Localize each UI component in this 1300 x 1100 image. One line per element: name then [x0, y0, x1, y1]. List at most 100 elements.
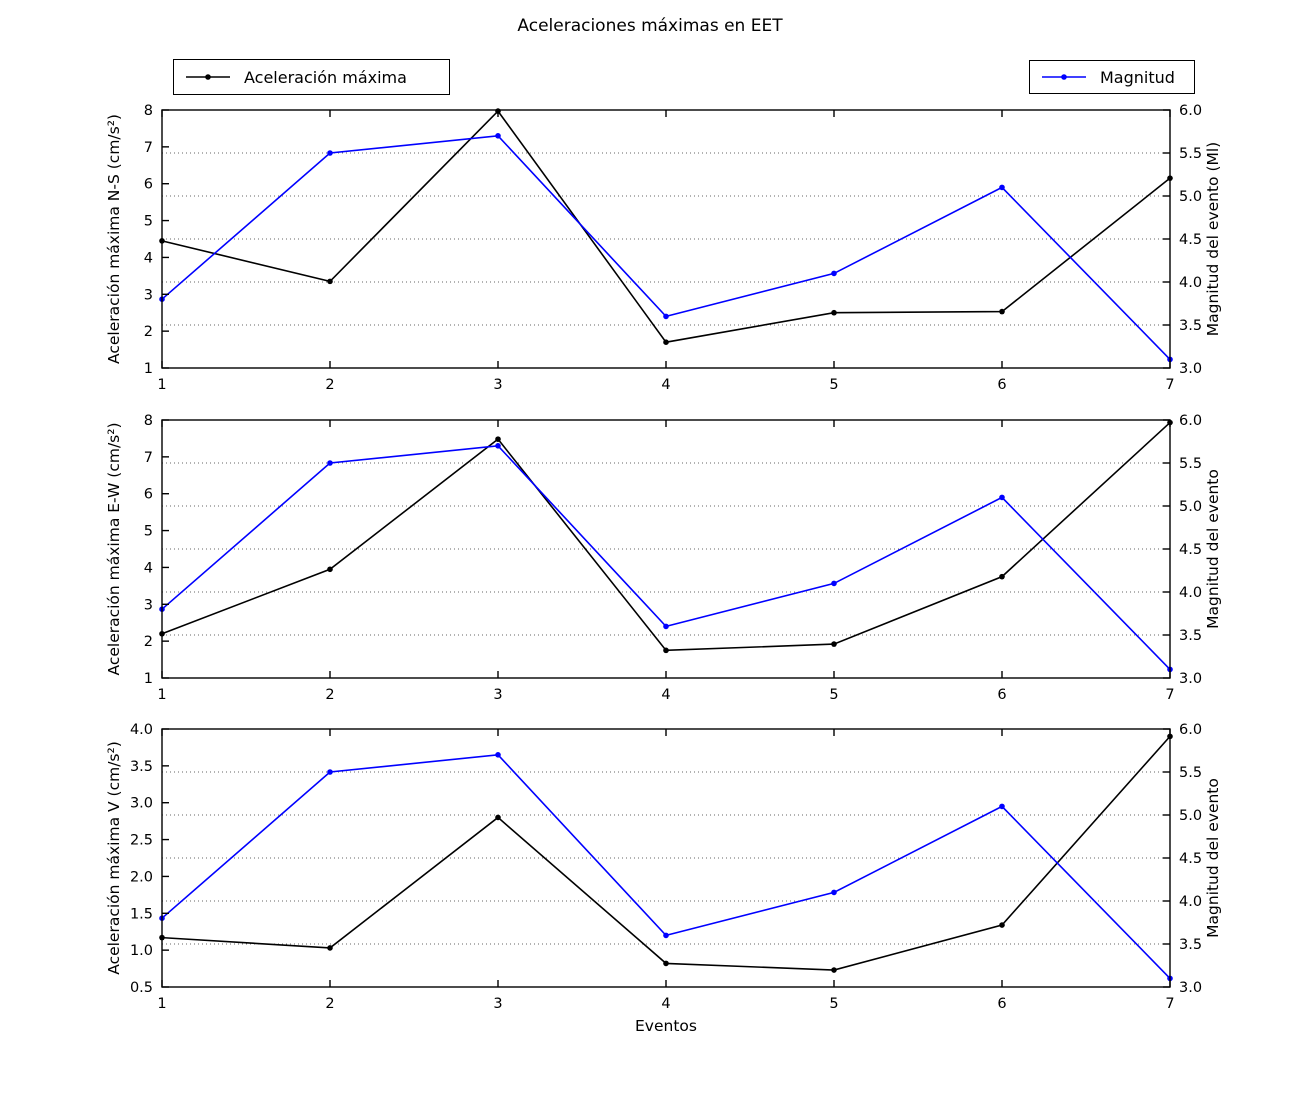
right-tick-label: 6.0 [1179, 413, 1202, 429]
subplot-ew: 1 2 3 4 5 6 7 8 3.0 3.5 4.0 4.5 5.0 5.5 6.0 1 2 3 4 5 6 7 Acel… [105, 413, 1222, 703]
left-tick-label: 1 [144, 361, 153, 377]
right-axis-label: Magnitud del evento [1204, 469, 1222, 629]
data-point [999, 573, 1005, 580]
left-tick-label: 1 [144, 671, 153, 687]
legend-acceleration-line-sample [186, 74, 230, 80]
data-point [831, 641, 837, 647]
right-tick-label: 4.0 [1179, 894, 1202, 910]
left-tick-label: 8 [144, 413, 153, 429]
left-tick-label: 6 [144, 487, 153, 503]
right-tick-label: 3.5 [1179, 937, 1202, 953]
x-tick-label: 5 [829, 377, 838, 393]
x-tick-label: 3 [493, 687, 502, 703]
data-point [663, 960, 669, 967]
acceleration-line [161, 109, 1171, 344]
left-tick-label: 2 [144, 324, 153, 340]
legend-magnitude: Magnitud [1029, 60, 1195, 94]
left-tick-label: 4 [144, 250, 153, 266]
data-point [495, 436, 501, 442]
x-tick-label: 3 [493, 377, 502, 393]
data-point [663, 932, 669, 939]
legend-magnitude-label: Magnitud [1100, 67, 1175, 87]
magnitude-line [161, 753, 1171, 979]
x-tick-label: 1 [157, 687, 166, 703]
left-tick-label: 4 [144, 560, 153, 576]
x-tick-label: 1 [157, 377, 166, 393]
x-tick-label: 3 [493, 996, 502, 1012]
x-tick-label: 2 [325, 996, 334, 1012]
data-point [831, 270, 837, 277]
left-tick-label: 3 [144, 287, 153, 303]
acceleration-line [161, 421, 1171, 652]
x-tick-label: 7 [1165, 996, 1174, 1012]
data-point [327, 150, 333, 156]
left-tick-label: 2 [144, 634, 153, 650]
right-tick-label: 4.0 [1179, 585, 1202, 601]
left-tick-label: 1.0 [130, 943, 153, 959]
data-point [663, 647, 669, 654]
right-axis-label: Magnitud del evento (Ml) [1204, 142, 1222, 336]
right-tick-label: 4.5 [1179, 851, 1202, 867]
data-point [327, 945, 333, 951]
data-point [831, 309, 837, 316]
right-tick-label: 5.5 [1179, 765, 1202, 781]
data-point [663, 313, 669, 320]
data-point [999, 922, 1005, 928]
data-point [495, 814, 501, 821]
figure-title: Aceleraciones máximas en EET [517, 16, 783, 36]
left-tick-label: 2.5 [130, 833, 153, 849]
x-tick-label: 4 [661, 687, 670, 703]
x-tick-label: 4 [661, 377, 670, 393]
data-point [495, 752, 501, 758]
x-tick-label: 2 [325, 377, 334, 393]
x-tick-label: 5 [829, 996, 838, 1012]
left-tick-label: 3.5 [130, 759, 153, 775]
left-tick-label: 4.0 [130, 722, 153, 738]
x-tick-label: 1 [157, 996, 166, 1012]
right-tick-label: 3.0 [1179, 671, 1202, 687]
data-point [831, 889, 837, 896]
right-tick-label: 4.5 [1179, 542, 1202, 558]
data-point [999, 803, 1005, 810]
data-point [327, 769, 333, 775]
data-point [663, 339, 669, 346]
right-tick-label: 5.0 [1179, 499, 1202, 515]
left-tick-label: 5 [144, 214, 153, 230]
right-tick-label: 4.0 [1179, 275, 1202, 291]
left-tick-label: 8 [144, 103, 153, 119]
legend-acceleration: Aceleración máxima [173, 59, 450, 95]
magnitude-line [161, 134, 1171, 360]
data-point [663, 623, 669, 630]
left-tick-label: 1.5 [130, 906, 153, 922]
subplot-ns: 1 2 3 4 5 6 7 8 3.0 3.5 4.0 4.5 5.0 5.5 6.0 1 2 3 4 5 6 7 Acel… [105, 103, 1222, 393]
legend-acceleration-label: Aceleración máxima [244, 67, 407, 87]
data-point [327, 460, 333, 466]
x-tick-label: 2 [325, 687, 334, 703]
right-tick-label: 3.0 [1179, 980, 1202, 996]
left-tick-label: 5 [144, 524, 153, 540]
x-tick-label: 4 [661, 996, 670, 1012]
left-tick-label: 7 [144, 450, 153, 466]
subplot-v: 0.5 1.0 1.5 2.0 2.5 3.0 3.5 4.0 3.0 3.5 4.0 4.5 5.0 5… [105, 722, 1222, 1012]
right-tick-label: 5.0 [1179, 808, 1202, 824]
data-point [495, 133, 501, 139]
x-tick-label: 6 [997, 996, 1006, 1012]
x-axis-label: Eventos [635, 1017, 697, 1035]
right-tick-label: 5.5 [1179, 146, 1202, 162]
data-point [999, 308, 1005, 315]
right-tick-label: 4.5 [1179, 232, 1202, 248]
data-point [831, 967, 837, 973]
x-tick-label: 5 [829, 687, 838, 703]
left-tick-label: 2.0 [130, 869, 153, 885]
x-tick-label: 6 [997, 377, 1006, 393]
left-tick-label: 0.5 [130, 980, 153, 996]
right-tick-label: 6.0 [1179, 722, 1202, 738]
left-tick-label: 3 [144, 597, 153, 613]
data-point [327, 566, 333, 573]
left-axis-label: Aceleración máxima E-W (cm/s²) [105, 422, 123, 675]
data-point [327, 278, 333, 285]
x-tick-label: 7 [1165, 377, 1174, 393]
data-point [999, 494, 1005, 501]
